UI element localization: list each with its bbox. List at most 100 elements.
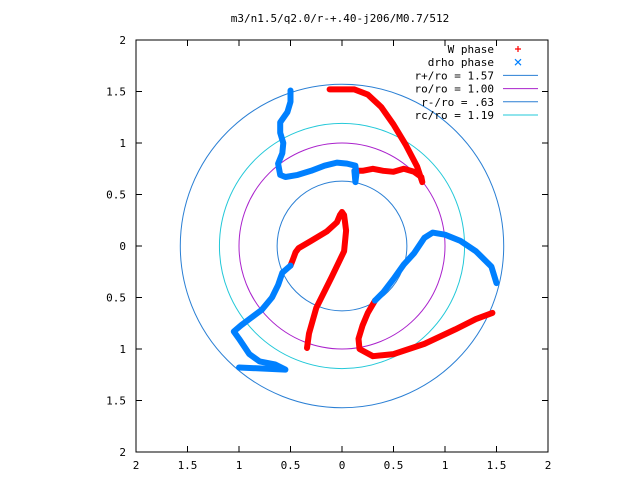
w-phase-point: [296, 245, 301, 251]
drho-phase-point: [322, 163, 327, 168]
w-phase-point: [401, 166, 406, 171]
drho-phase-point: [283, 174, 288, 180]
y-tick-label: 0.5: [106, 189, 126, 202]
x-tick-label: 2: [545, 459, 552, 472]
w-phase-point: [360, 168, 365, 174]
drho-phase-point: [272, 362, 278, 367]
circle-rro: [276, 180, 408, 312]
drho-phase-point: [354, 171, 359, 177]
drho-phase-point: [236, 365, 242, 370]
x-tick-label: 0.5: [281, 459, 301, 472]
legend-label: rc/ro = 1.19: [415, 109, 494, 122]
drho-phase-point: [257, 359, 262, 364]
w-phase-point: [329, 274, 334, 280]
y-tick-label: 2: [119, 34, 126, 47]
w-phase-point: [378, 104, 384, 110]
drho-phase-point: [278, 130, 283, 135]
w-phase-point: [370, 354, 376, 359]
drho-phase-point: [280, 151, 285, 156]
w-phase-point: [327, 87, 332, 92]
drho-phase-point: [473, 248, 479, 254]
drho-phase-point: [247, 351, 252, 357]
drho-phase-point: [285, 109, 290, 115]
w-phase-point: [391, 169, 396, 175]
w-phase-point: [334, 220, 340, 225]
drho-phase-point: [352, 168, 357, 174]
w-phase-point: [473, 316, 479, 322]
drho-phase-point: [372, 298, 378, 303]
drho-phase-point: [353, 179, 358, 185]
drho-phase-point: [247, 316, 252, 322]
w-phase-point: [403, 142, 409, 148]
w-phase-arm-2: [287, 209, 350, 351]
y-tick-label: 1: [119, 343, 126, 356]
legend-label: r+/ro = 1.57: [415, 69, 494, 82]
drho-phase-point: [489, 264, 494, 269]
y-tick-label: 1.5: [106, 395, 126, 408]
w-phase-point: [308, 238, 314, 244]
x-tick-label: 1.5: [487, 459, 507, 472]
w-phase-point: [490, 310, 495, 316]
w-phase-point: [306, 331, 312, 336]
drho-phase-point: [280, 270, 285, 275]
drho-phase-point: [391, 276, 396, 282]
legend-plus-marker: [515, 46, 521, 52]
drho-phase-point: [275, 161, 281, 166]
w-phase-point: [314, 305, 319, 310]
drho-phase-point: [281, 140, 286, 146]
drho-phase-arm-2: [230, 262, 294, 373]
drho-phase-point: [288, 263, 293, 268]
w-phase-point: [293, 249, 298, 255]
x-tick-label: 1: [236, 459, 243, 472]
drho-phase-point: [278, 172, 283, 178]
w-phase-point: [453, 327, 458, 332]
w-phase-point: [324, 229, 329, 234]
x-tick-label: 0: [339, 459, 346, 472]
drho-phase-point: [422, 235, 427, 240]
w-phase-point: [391, 122, 396, 127]
drho-phase-point: [442, 232, 448, 237]
legend-label: drho phase: [428, 56, 494, 69]
w-phase-arm-3: [355, 297, 496, 360]
x-tick-label: 1.5: [178, 459, 198, 472]
y-tick-label: 0: [119, 240, 126, 253]
drho-phase-point: [288, 88, 293, 93]
w-phase-arm-1: [326, 86, 426, 186]
drho-phase-point: [381, 290, 386, 295]
w-phase-point: [356, 336, 361, 341]
drho-phase-point: [238, 323, 244, 328]
drho-phase-point: [458, 238, 463, 244]
legend-cross-marker: [514, 58, 522, 66]
drho-phase-point: [344, 161, 350, 166]
x-tick-label: 0.5: [384, 459, 404, 472]
w-phase-point: [370, 166, 376, 171]
w-phase-point: [343, 228, 349, 233]
y-tick-label: 1.5: [106, 86, 126, 99]
circle-rro: [179, 83, 505, 409]
w-phase-point: [422, 341, 427, 347]
drho-phase-point: [283, 367, 288, 372]
drho-phase-point: [275, 282, 281, 288]
circle-roro: [238, 142, 446, 350]
w-phase-point: [365, 92, 370, 97]
legend-label: W phase: [448, 43, 494, 56]
drho-phase-point: [259, 307, 264, 313]
drho-phase-arm-3: [372, 229, 500, 304]
drho-phase-point: [334, 160, 340, 165]
x-tick-label: 2: [133, 459, 140, 472]
w-phase-point: [420, 179, 425, 185]
drho-phase-point: [308, 168, 314, 174]
y-tick-label: 1: [119, 137, 126, 150]
y-tick-label: 2: [119, 446, 126, 459]
w-phase-point: [357, 346, 362, 352]
w-phase-point: [341, 248, 347, 254]
w-phase-point: [337, 212, 343, 218]
legend-label: ro/ro = 1.00: [415, 83, 494, 96]
w-phase-point: [360, 323, 365, 328]
w-phase-point: [339, 209, 345, 215]
w-phase-point: [365, 310, 370, 316]
drho-phase-point: [236, 336, 242, 341]
y-tick-label: 0.5: [106, 292, 126, 305]
